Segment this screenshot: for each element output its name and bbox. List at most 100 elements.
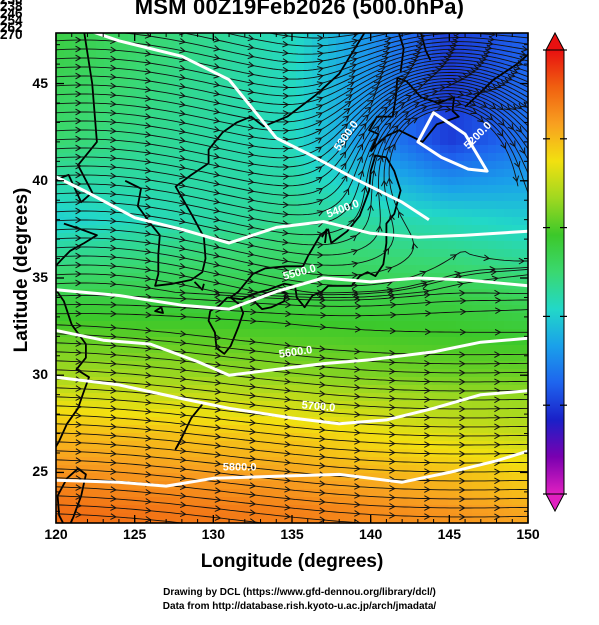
field-cell [200,401,209,410]
field-cell [160,473,169,482]
field-cell [152,73,161,82]
streamline-arrow [380,60,388,68]
field-cell [504,481,513,490]
field-cell [224,129,233,138]
field-cell [328,369,337,378]
streamline-arrow [247,259,255,267]
streamline-arrow [354,429,361,436]
streamline-arrow [145,507,152,514]
field-cell [272,241,281,250]
field-cell [464,489,473,498]
field-cell [512,297,521,306]
field-cell [288,129,297,138]
field-cell [480,465,489,474]
field-cell [120,425,129,434]
field-cell [416,521,425,523]
field-cell [56,233,65,242]
streamline-arrow [144,131,152,138]
streamline-arrow [179,447,187,455]
field-cell [64,273,73,282]
field-cell [448,209,457,218]
field-cell [200,465,209,474]
field-cell [72,353,81,362]
field-cell [272,225,281,234]
field-cell [296,57,305,66]
field-cell [464,209,473,218]
field-cell [200,473,209,482]
field-cell [296,441,305,450]
streamline-arrow [317,34,324,42]
field-cell [448,73,457,82]
field-cell [520,153,528,162]
streamline [56,486,528,518]
field-cell [224,441,233,450]
field-cell [160,193,169,202]
field-cell [336,401,345,410]
field-cell [176,297,185,306]
field-cell [280,153,289,162]
field-cell [56,129,65,138]
streamline-arrow [459,441,466,449]
field-cell [216,209,225,218]
field-cell [520,241,528,250]
field-cell [168,337,177,346]
field-cell [120,105,129,114]
field-cell [272,305,281,314]
field-cell [192,329,201,338]
streamline-arrow [389,431,396,438]
field-cell [264,361,273,370]
field-cell [496,169,505,178]
streamline-arrow [494,329,502,336]
field-cell [496,489,505,498]
field-cell [360,305,369,314]
x-tick-label: 130 [201,526,225,542]
field-cell [192,177,201,186]
field-cell [216,457,225,466]
field-cell [240,225,249,234]
field-cell [88,241,97,250]
field-cell [328,425,337,434]
field-cell [152,289,161,298]
streamline-arrow [459,328,467,336]
field-cell [480,481,489,490]
field-cell [392,257,401,266]
field-cell [320,89,329,98]
field-cell [328,489,337,498]
field-cell [424,505,433,514]
field-cell [376,289,385,298]
streamline-arrow [282,201,290,209]
field-cell [256,441,265,450]
field-cell [248,361,257,370]
field-cell [224,433,233,442]
streamline-arrow [389,422,396,429]
field-cell [160,321,169,330]
streamline-arrow [514,161,521,168]
field-cell [56,137,65,146]
field-cell [136,57,145,66]
field-cell [440,361,449,370]
field-cell [176,345,185,354]
field-cell [104,417,113,426]
field-cell [304,145,313,154]
streamline-arrow [354,393,361,400]
height-contour-line [56,375,528,426]
field-cell [232,513,241,522]
field-cell [224,161,233,170]
field-cell [448,393,457,402]
field-cell [80,321,89,330]
field-cell [248,257,257,266]
field-cell [344,353,353,362]
field-cell [488,489,497,498]
field-cell [392,97,401,106]
field-cell [504,185,513,194]
field-cell [192,161,201,170]
field-cell [384,345,393,354]
field-cell [192,433,201,442]
field-cell [152,521,161,523]
field-cell [416,497,425,506]
field-cell [320,361,329,370]
field-cell [80,433,89,442]
field-cell [248,41,257,50]
field-cell [160,129,169,138]
field-cell [376,89,385,98]
